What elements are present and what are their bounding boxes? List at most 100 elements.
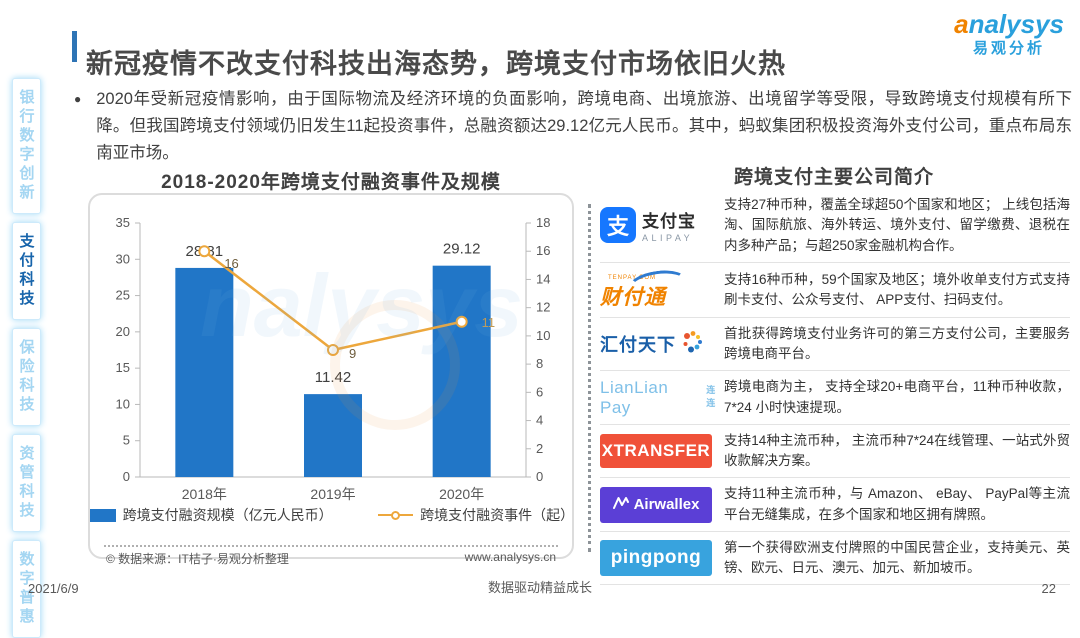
- analysys-logo-wordmark: analysys: [954, 10, 1064, 39]
- right-axis-tick: 6: [536, 384, 543, 399]
- analysys-logo: analysys 易观分析: [954, 10, 1064, 57]
- pingpong-logo: pingpong: [600, 540, 724, 576]
- footer-date: 2021/6/9: [28, 581, 79, 596]
- tenpay-swoosh-icon: [626, 266, 690, 303]
- tenpay-logo-group: TENPAY.COM 财付通: [600, 266, 690, 311]
- intro-paragraph: ● 2020年受新冠疫情影响，由于国际物流及经济环境的负面影响，跨境电商、出境旅…: [74, 86, 1072, 167]
- chart-card: 0 5 10 15 20 25 30 35 0 2 4 6 8 10 12 14 16 18 2018年 2019年 2…: [88, 193, 575, 566]
- section-sidebar: 银行数字创新 支付科技 保险科技 资管科技 数字普惠: [7, 78, 45, 638]
- company-description: 支持27种币种，覆盖全球超50个国家和地区； 上线包括海淘、国际航旅、海外转运、…: [724, 197, 1070, 253]
- line-value-label: 9: [349, 346, 356, 361]
- right-axis-tick: 10: [536, 328, 550, 343]
- lianlian-logo-group: LianLian Pay 连连: [600, 378, 724, 418]
- lianlian-logo: LianLian Pay 连连: [600, 378, 724, 418]
- right-axis-tick: 14: [536, 271, 550, 286]
- bar: [175, 267, 234, 477]
- tenpay-domain-text: TENPAY.COM: [608, 274, 657, 281]
- airwallex-name: Airwallex: [633, 496, 700, 513]
- company-row: pingpong 第一个获得欧洲支付牌照的中国民营企业，支持美元、英镑、欧元、日元…: [600, 532, 1070, 586]
- line-legend-swatch: [377, 511, 414, 520]
- pingpong-badge: pingpong: [600, 540, 712, 576]
- chart-title: 2018-2020年跨境支付融资事件及规模: [161, 172, 501, 193]
- alipay-icon: 支: [600, 207, 636, 244]
- company-row: 汇付天下 首批获得跨境支付业务许可的第三方支付公司，主要服务跨境电商平台。: [600, 318, 1070, 372]
- alipay-name-en: ALIPAY: [642, 233, 694, 244]
- source-divider: [104, 545, 558, 547]
- lianlian-name-cn: 连连: [706, 384, 716, 408]
- legend-item-line: 跨境支付融资事件（起）: [377, 505, 575, 525]
- company-description: 跨境电商为主， 支持全球20+电商平台，11种币种收款，7*24 小时快速提现。: [724, 379, 1070, 415]
- airwallex-badge: Airwallex: [600, 486, 712, 523]
- data-source-text: © 数据来源：IT桔子·易观分析整理: [106, 552, 289, 566]
- logo-a-swoosh-icon: a: [954, 9, 969, 39]
- sidebar-item-1[interactable]: 支付科技: [11, 222, 41, 320]
- lianlian-name-en: LianLian Pay: [600, 377, 669, 417]
- vertical-dashed-divider: [588, 204, 591, 552]
- website-link[interactable]: www.analysys.cn: [464, 550, 556, 564]
- combo-chart: 0 5 10 15 20 25 30 35 0 2 4 6 8 10 12 14 16 18 2018年 2019年 2…: [116, 215, 551, 502]
- x-axis-label: 2019年: [310, 486, 355, 502]
- title-accent-bar: [72, 31, 77, 62]
- tenpay-logo: TENPAY.COM 财付通: [600, 266, 724, 311]
- line-series: [203, 250, 462, 352]
- alipay-logo: 支支付宝 ALIPAY: [600, 207, 724, 244]
- left-axis-tick: 30: [116, 251, 130, 266]
- left-axis-tick: 0: [123, 469, 130, 484]
- sidebar-item-2[interactable]: 保险科技: [11, 328, 41, 426]
- line-value-label: 11: [482, 315, 496, 330]
- bar: [432, 265, 491, 477]
- right-axis-tick: 12: [536, 300, 550, 315]
- right-axis-tick: 8: [536, 356, 543, 371]
- company-row: XTRANSFER 支持14种主流币种， 主流币种7*24在线管理、一站式外贸收款…: [600, 425, 1070, 479]
- x-axis-label: 2020年: [439, 486, 484, 502]
- alipay-logo-group: 支支付宝 ALIPAY: [600, 207, 696, 244]
- line-value-label: 16: [224, 256, 238, 271]
- right-axis-tick: 2: [536, 441, 543, 456]
- company-description: 第一个获得欧洲支付牌照的中国民营企业，支持美元、英镑、欧元、日元、澳元、加元、新…: [724, 539, 1070, 575]
- line-point: [455, 315, 468, 328]
- left-axis-tick: 10: [116, 396, 130, 411]
- legend-item-bar: 跨境支付融资规模（亿元人民币）: [90, 505, 333, 525]
- xtransfer-badge: XTRANSFER: [600, 434, 712, 468]
- left-axis-tick: 20: [116, 324, 130, 339]
- source-row: © 数据来源：IT桔子·易观分析整理 www.analysys.cn: [106, 550, 556, 567]
- left-axis-tick: 5: [123, 433, 130, 448]
- analysys-logo-chinese: 易观分析: [973, 39, 1046, 57]
- intro-text: 2020年受新冠疫情影响，由于国际物流及经济环境的负面影响，跨境电商、出境旅游、…: [96, 90, 1072, 162]
- right-axis-tick: 18: [536, 215, 550, 230]
- left-axis-tick: 25: [116, 288, 130, 303]
- bar-legend-swatch: [90, 508, 116, 522]
- company-row: TENPAY.COM 财付通 支持16种币种，59个国家及地区；境外收单支付方式支持…: [600, 263, 1070, 318]
- chart-legend: 跨境支付融资规模（亿元人民币） 跨境支付融资事件（起）: [90, 505, 575, 525]
- right-axis-tick: 4: [536, 413, 543, 428]
- company-description: 支持16种币种，59个国家及地区；境外收单支付方式支持刷卡支付、公众号支付、 A…: [724, 271, 1070, 307]
- huifu-pinwheel-icon: [680, 330, 704, 359]
- companies-panel: 支支付宝 ALIPAY 支持27种币种，覆盖全球超50个国家和地区； 上线包括海淘、…: [600, 189, 1070, 586]
- airwallex-logo: Airwallex: [600, 486, 724, 523]
- company-description: 支持14种主流币种， 主流币种7*24在线管理、一站式外贸收款解决方案。: [724, 432, 1070, 468]
- line-legend-label: 跨境支付融资事件（起）: [420, 507, 575, 523]
- sidebar-item-0[interactable]: 银行数字创新: [11, 78, 41, 214]
- sidebar-item-3[interactable]: 资管科技: [11, 434, 41, 532]
- page-title: 新冠疫情不改支付科技出海态势，跨境支付市场依旧火热: [86, 49, 786, 80]
- xtransfer-logo: XTRANSFER: [600, 434, 724, 468]
- footer-slogan: 数据驱动精益成长: [487, 580, 592, 595]
- huifu-logo-group: 汇付天下: [600, 330, 704, 359]
- left-axis-tick: 35: [116, 215, 130, 230]
- huifu-name-cn: 汇付天下: [600, 335, 676, 355]
- bar: [304, 394, 362, 477]
- alipay-name-cn: 支付宝: [642, 212, 696, 232]
- huifu-logo: 汇付天下: [600, 330, 724, 359]
- bullet-icon: ●: [74, 92, 82, 106]
- line-point: [198, 245, 211, 258]
- logo-rest: nalysys: [968, 9, 1064, 39]
- left-axis-tick: 15: [116, 360, 130, 375]
- company-description: 首批获得跨境支付业务许可的第三方支付公司，主要服务跨境电商平台。: [724, 325, 1070, 361]
- company-row: LianLian Pay 连连 跨境电商为主， 支持全球20+电商平台，11种币种收…: [600, 371, 1070, 425]
- right-axis-tick: 0: [536, 469, 543, 484]
- line-point: [327, 344, 339, 356]
- tenpay-name-cn: 财付通: [600, 285, 666, 309]
- bar-value-label: 29.12: [443, 241, 481, 258]
- companies-panel-title: 跨境支付主要公司简介: [733, 167, 934, 188]
- x-axis-label: 2018年: [182, 486, 227, 502]
